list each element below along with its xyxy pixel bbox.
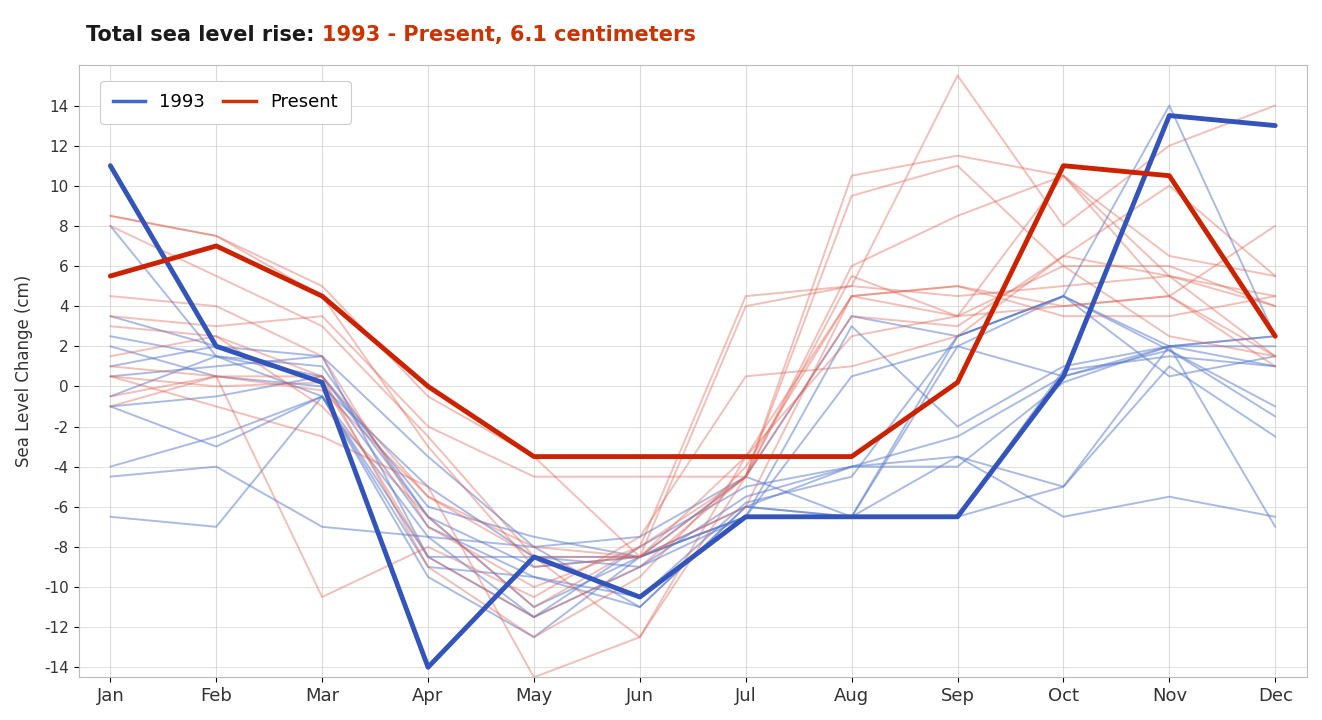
Text: 1993 - Present, 6.1 centimeters: 1993 - Present, 6.1 centimeters: [321, 25, 695, 45]
Text: Total sea level rise:: Total sea level rise:: [86, 25, 321, 45]
Legend: 1993, Present: 1993, Present: [100, 81, 350, 124]
Y-axis label: Sea Level Change (cm): Sea Level Change (cm): [15, 275, 33, 467]
